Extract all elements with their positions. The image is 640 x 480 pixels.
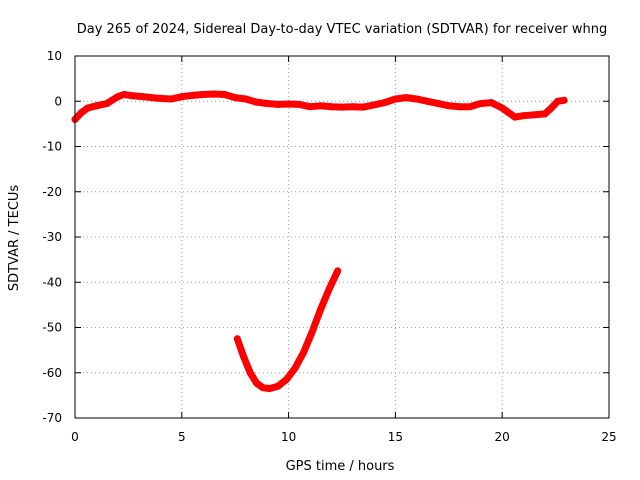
data-point xyxy=(370,101,378,109)
chart-title: Day 265 of 2024, Sidereal Day-to-day VTE… xyxy=(77,22,608,37)
data-point xyxy=(129,92,137,100)
x-tick-label: 15 xyxy=(388,430,403,444)
data-point xyxy=(547,104,555,112)
data-point xyxy=(317,305,325,313)
data-point xyxy=(167,95,175,103)
y-axis-label: SDTVAR / TECUs xyxy=(7,185,22,292)
data-point xyxy=(103,100,111,107)
data-point xyxy=(120,91,128,98)
data-point xyxy=(114,93,122,101)
data-point xyxy=(233,335,241,343)
data-point xyxy=(84,104,92,112)
data-point xyxy=(77,109,85,117)
data-point xyxy=(381,99,389,107)
data-point xyxy=(466,103,474,111)
data-point xyxy=(554,97,562,105)
x-tick-label: 20 xyxy=(495,430,510,444)
data-point xyxy=(477,100,485,107)
data-point xyxy=(295,100,303,108)
data-point xyxy=(505,109,513,117)
data-point xyxy=(349,103,357,111)
data-point xyxy=(520,112,528,120)
data-point xyxy=(274,382,282,390)
data-point xyxy=(253,379,261,387)
data-point xyxy=(413,95,421,103)
y-tick-label: -50 xyxy=(42,321,62,335)
data-point xyxy=(488,99,495,107)
data-point xyxy=(560,96,568,104)
data-point xyxy=(402,94,410,102)
x-axis-label: GPS time / hours xyxy=(286,459,395,474)
y-tick-label: 0 xyxy=(54,94,62,108)
y-tick-label: 10 xyxy=(47,49,62,63)
data-point xyxy=(92,102,100,110)
data-point xyxy=(231,94,239,102)
data-point xyxy=(283,376,290,383)
data-point xyxy=(242,95,250,103)
data-point xyxy=(199,91,207,98)
data-point xyxy=(263,100,271,107)
x-tick-label: 25 xyxy=(601,430,616,444)
data-point xyxy=(259,384,267,392)
data-point xyxy=(511,113,519,121)
data-point xyxy=(456,103,463,111)
data-point xyxy=(530,111,538,119)
data-point xyxy=(498,104,506,112)
data-point xyxy=(285,100,293,108)
data-point xyxy=(210,90,218,98)
y-tick-label: -30 xyxy=(42,230,62,244)
data-point xyxy=(359,103,367,111)
data-point xyxy=(423,97,431,105)
data-point xyxy=(253,98,261,106)
x-tick-label: 10 xyxy=(281,430,296,444)
axis-ticks: 0 5 10 15 20 25 10 0 -10 -20 -30 -40 -50 -60 -70 xyxy=(42,49,616,444)
y-tick-label: -20 xyxy=(42,185,62,199)
data-point xyxy=(325,285,333,293)
data-point xyxy=(300,348,308,356)
y-tick-label: -70 xyxy=(42,411,62,425)
data-point xyxy=(152,94,160,102)
grid-lines xyxy=(75,56,609,418)
data-point xyxy=(240,353,248,361)
y-tick-label: -60 xyxy=(42,366,62,380)
data-point xyxy=(434,100,442,107)
x-tick-label: 0 xyxy=(71,430,79,444)
data-point xyxy=(334,267,342,275)
x-tick-label: 5 xyxy=(178,430,186,444)
y-tick-label: -10 xyxy=(42,140,62,154)
data-point xyxy=(189,91,196,99)
data-point xyxy=(265,385,273,393)
data-point xyxy=(178,93,186,101)
data-point xyxy=(391,95,399,103)
data-point xyxy=(221,91,228,98)
data-point xyxy=(291,364,299,372)
data-point xyxy=(338,103,346,111)
data-point xyxy=(445,102,453,110)
data-point xyxy=(317,102,325,110)
y-tick-label: -40 xyxy=(42,275,62,289)
data-point xyxy=(246,369,254,377)
series-layer xyxy=(71,90,568,393)
data-point xyxy=(327,103,335,111)
plot-frame xyxy=(74,55,610,419)
data-point xyxy=(274,100,282,108)
data-point xyxy=(306,103,314,111)
data-point xyxy=(139,93,147,101)
data-point xyxy=(308,328,316,336)
data-point xyxy=(541,110,549,118)
